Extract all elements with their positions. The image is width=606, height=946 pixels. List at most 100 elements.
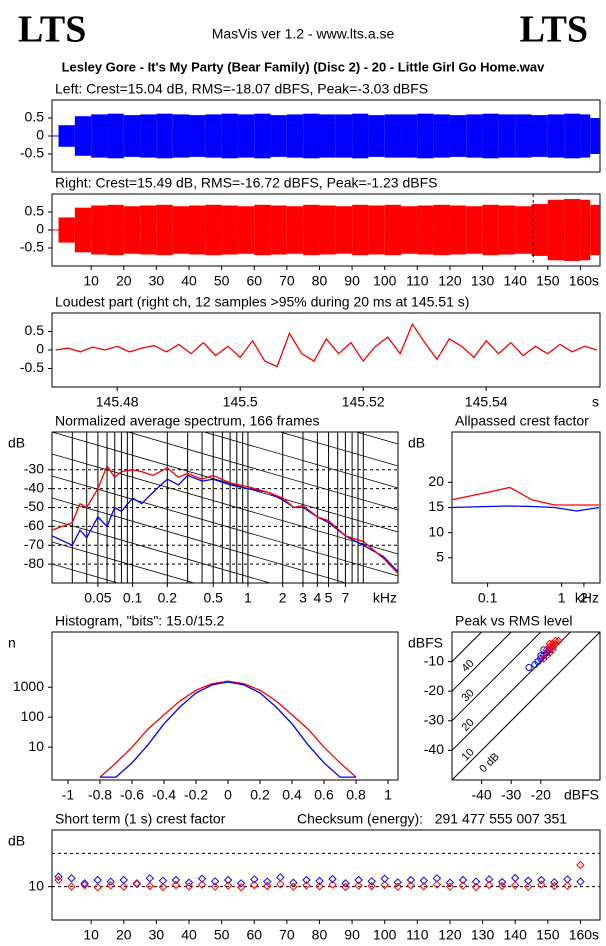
- point: [419, 876, 429, 885]
- point: [354, 881, 363, 890]
- x-tick-label: 0.4: [282, 787, 302, 803]
- point: [263, 881, 272, 891]
- x-tick-label: 150: [536, 273, 560, 289]
- point: [419, 882, 429, 891]
- y-tick-label: -30: [424, 712, 444, 728]
- point: [525, 664, 533, 672]
- logo: LTS: [520, 9, 588, 51]
- slope-guide: [52, 432, 398, 533]
- y-tick-label: 0.5: [25, 109, 45, 125]
- point: [80, 880, 89, 890]
- series-line: [100, 681, 356, 778]
- x-tick-label: 145.5: [223, 394, 258, 410]
- plot-area: [52, 113, 600, 159]
- x-tick-label: 20: [116, 927, 132, 943]
- crest-line: [452, 632, 483, 662]
- y-axis-label: n: [8, 635, 16, 651]
- point: [328, 874, 337, 884]
- series-line: [99, 680, 357, 778]
- x-tick-label: 0.1: [123, 590, 143, 606]
- point: [145, 881, 155, 891]
- x-tick-label: 20: [116, 273, 132, 289]
- plot-frame: [51, 312, 601, 388]
- series-line: [52, 464, 398, 575]
- point: [534, 658, 542, 666]
- panel-title: Allpassed crest factor: [455, 413, 589, 429]
- x-tick-label: 90: [344, 927, 360, 943]
- point: [354, 875, 363, 885]
- x-tick-label: 100: [373, 273, 397, 289]
- x-tick-label: 10: [83, 273, 99, 289]
- point: [80, 879, 89, 888]
- y-tick-label: 10: [28, 877, 44, 893]
- point: [302, 881, 311, 890]
- point: [54, 875, 63, 885]
- point: [458, 875, 468, 885]
- point: [510, 881, 520, 890]
- x-tick-label: 1: [558, 590, 566, 606]
- y-tick-label: 0: [36, 221, 44, 237]
- point: [458, 881, 468, 890]
- point: [550, 881, 559, 891]
- point: [484, 880, 494, 890]
- panel-title: Normalized average spectrum, 166 frames: [55, 413, 320, 429]
- y-tick-label: -0.5: [20, 359, 44, 375]
- x-tick-label: 120: [438, 273, 462, 289]
- y-axis-label: dB: [408, 435, 425, 451]
- x-tick-label: 80: [312, 273, 328, 289]
- slope-guide: [52, 497, 348, 583]
- slope-guide: [52, 541, 196, 583]
- plot-area: [452, 632, 600, 780]
- x-tick-label: 145.48: [96, 394, 139, 410]
- point: [393, 878, 402, 887]
- y-tick-label: 5: [436, 549, 444, 565]
- series-line: [52, 474, 398, 573]
- point: [497, 881, 507, 891]
- point: [548, 642, 557, 652]
- x-tick-label: 150: [536, 927, 560, 943]
- x-axis-label: dBFS: [564, 787, 599, 803]
- point: [406, 881, 416, 890]
- series-line: [55, 322, 598, 368]
- x-tick-label: 160: [569, 273, 593, 289]
- logo: LTS: [18, 9, 86, 51]
- x-tick-label: -20: [531, 787, 551, 803]
- x-tick-label: 0.1: [478, 590, 498, 606]
- x-tick-label: 7: [342, 590, 350, 606]
- point: [236, 883, 246, 892]
- y-tick-label: -0.5: [20, 239, 44, 255]
- point: [289, 878, 298, 887]
- point: [367, 877, 376, 886]
- point: [484, 875, 494, 884]
- point: [497, 877, 507, 887]
- y-tick-label: -10: [424, 652, 444, 668]
- point: [171, 880, 181, 890]
- y-tick-label: -20: [424, 682, 444, 698]
- x-tick-label: 40: [181, 927, 197, 943]
- x-axis-label: kHz: [373, 590, 397, 606]
- point: [551, 636, 560, 646]
- point: [540, 646, 548, 654]
- x-axis-label: s: [592, 273, 599, 289]
- plot-area: [52, 194, 600, 266]
- point: [289, 882, 298, 891]
- x-axis-label: kHz: [575, 590, 599, 606]
- x-tick-label: -40: [471, 787, 491, 803]
- point: [302, 875, 311, 885]
- y-tick-label: 0: [36, 341, 44, 357]
- x-tick-label: 0.6: [314, 787, 334, 803]
- point: [367, 881, 376, 891]
- point: [184, 878, 194, 887]
- plot-area: [452, 486, 600, 512]
- point: [158, 882, 168, 892]
- point: [315, 876, 324, 886]
- crest-line: [452, 632, 512, 692]
- point: [554, 636, 563, 646]
- point: [236, 879, 246, 888]
- y-tick-label: 10: [28, 738, 44, 754]
- y-tick-label: 1000: [13, 678, 44, 694]
- plot-area: [99, 680, 357, 778]
- point: [315, 882, 324, 891]
- slope-guide: [52, 519, 272, 583]
